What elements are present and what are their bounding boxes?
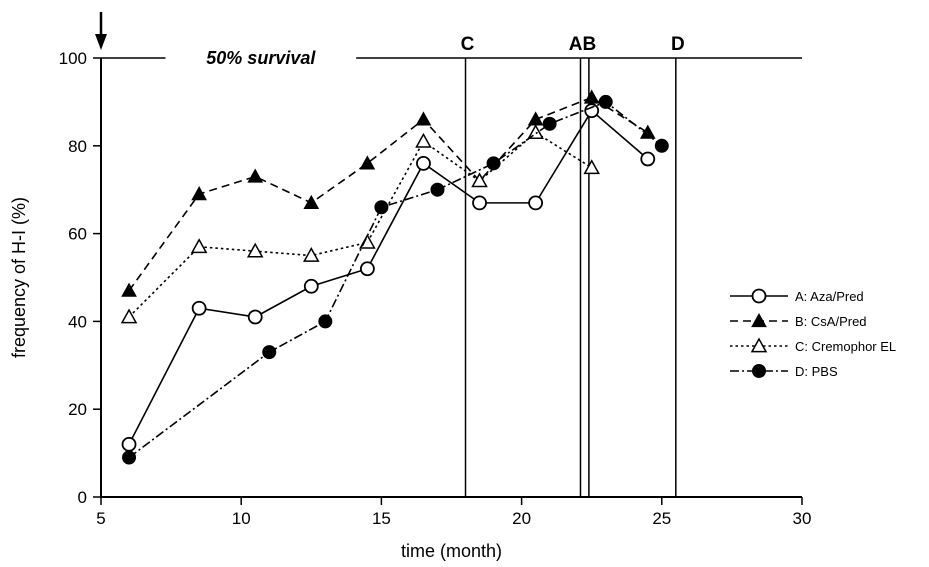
start-arrow-icon [95, 12, 107, 50]
axes [100, 57, 802, 498]
data-point [415, 132, 432, 148]
data-point [247, 309, 263, 325]
data-point [640, 151, 656, 167]
survival-marker-label: D [671, 34, 685, 55]
series-layer [120, 89, 669, 465]
y-tick-label: 100 [59, 49, 87, 68]
data-point [191, 300, 207, 316]
data-point [190, 238, 208, 254]
x-tick-label: 30 [793, 509, 812, 528]
data-point [430, 182, 445, 197]
legend-label: A: Aza/Pred [795, 289, 864, 304]
x-tick-label: 25 [652, 509, 671, 528]
data-point [303, 247, 320, 262]
series-c [120, 124, 600, 324]
data-point [583, 159, 600, 175]
data-point [542, 116, 557, 131]
data-point [416, 155, 431, 171]
data-point [120, 308, 138, 324]
data-point [654, 138, 669, 153]
survival-marker-label: AB [569, 34, 596, 55]
data-point [303, 278, 319, 294]
survival-banner: 50% survival [206, 48, 316, 68]
data-point [471, 172, 488, 188]
y-tick-label: 40 [68, 312, 87, 331]
series-d [122, 94, 669, 465]
series-b [121, 89, 656, 297]
y-tick-label: 80 [68, 137, 87, 156]
data-point [247, 168, 264, 183]
y-axis-title: frequency of H-I (%) [9, 197, 29, 358]
data-point [527, 124, 544, 139]
data-point [262, 345, 277, 360]
data-point [486, 156, 501, 171]
legend-marker [751, 288, 767, 304]
data-point [415, 111, 432, 126]
data-point [528, 195, 544, 211]
survival-markers: C AB D [461, 34, 685, 497]
data-point [359, 261, 375, 277]
data-point [246, 242, 264, 258]
data-point [121, 436, 137, 452]
legend-label: B: CsA/Pred [795, 314, 867, 329]
legend-label: D: PBS [795, 364, 838, 379]
data-point [472, 195, 487, 211]
y-tick-label: 0 [78, 488, 87, 507]
legend-marker [751, 312, 767, 328]
y-tick-label: 60 [68, 225, 87, 244]
data-point [121, 282, 137, 297]
x-tick-label: 15 [372, 509, 391, 528]
data-point [359, 155, 376, 170]
data-point [598, 94, 613, 109]
survival-marker-label: C [461, 34, 475, 55]
banner-background [165, 44, 357, 70]
data-point [318, 314, 333, 329]
legend-marker [752, 364, 766, 378]
x-tick-label: 10 [232, 509, 251, 528]
x-tick-label: 5 [96, 509, 105, 528]
data-point [583, 89, 600, 104]
data-point [374, 200, 389, 215]
y-tick-label: 20 [68, 400, 87, 419]
legend: A: Aza/Pred B: CsA/Pred C: Cremophor EL D: … [730, 288, 896, 379]
series-line [128, 131, 593, 318]
legend-marker [750, 337, 768, 353]
data-point [122, 450, 137, 465]
data-point [191, 186, 207, 201]
series-line [128, 109, 649, 445]
data-point [584, 103, 600, 119]
series-line [128, 96, 649, 292]
ticks: 5 10 15 20 25 30 0 20 40 60 80 100 [59, 49, 812, 528]
legend-label: C: Cremophor EL [795, 339, 896, 354]
x-tick-label: 20 [512, 509, 531, 528]
data-point [303, 194, 320, 209]
data-point [527, 111, 544, 126]
x-axis-title: time (month) [401, 541, 502, 561]
series-line [128, 100, 663, 459]
